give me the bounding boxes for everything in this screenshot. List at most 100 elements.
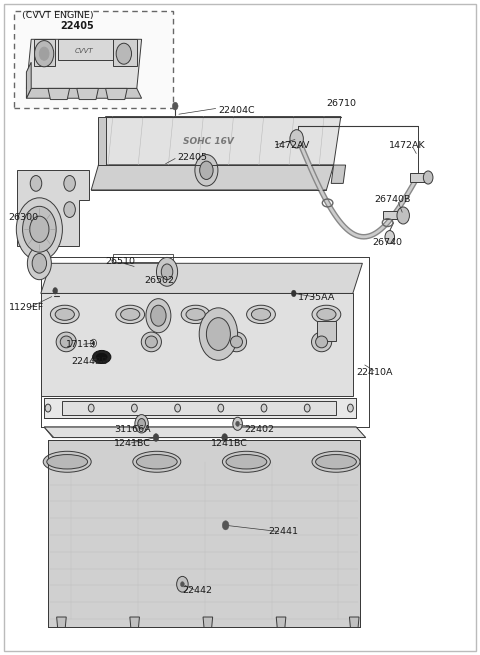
Polygon shape [106, 88, 127, 100]
Circle shape [138, 419, 145, 429]
Circle shape [423, 171, 433, 184]
Polygon shape [349, 617, 359, 627]
Circle shape [199, 308, 238, 360]
Ellipse shape [252, 309, 271, 320]
Ellipse shape [133, 451, 181, 472]
Circle shape [385, 231, 395, 244]
Circle shape [261, 404, 267, 412]
Circle shape [172, 102, 178, 110]
Ellipse shape [181, 305, 210, 324]
Polygon shape [41, 263, 362, 293]
Polygon shape [34, 39, 55, 66]
Ellipse shape [96, 353, 107, 360]
Circle shape [236, 421, 240, 426]
Ellipse shape [116, 305, 144, 324]
Circle shape [30, 216, 49, 242]
Ellipse shape [60, 336, 72, 348]
Ellipse shape [222, 451, 270, 472]
Circle shape [33, 202, 44, 217]
Circle shape [30, 176, 42, 191]
Circle shape [23, 206, 56, 252]
Polygon shape [48, 88, 70, 100]
Polygon shape [77, 88, 98, 100]
Circle shape [132, 404, 137, 412]
Circle shape [290, 130, 303, 148]
Circle shape [135, 415, 148, 433]
Text: 22410A: 22410A [356, 367, 393, 377]
Polygon shape [91, 165, 334, 190]
Circle shape [200, 161, 213, 179]
Text: 31166A: 31166A [114, 424, 151, 434]
Circle shape [53, 288, 58, 294]
Polygon shape [48, 440, 360, 627]
Circle shape [177, 576, 188, 592]
Circle shape [180, 582, 184, 587]
Polygon shape [26, 88, 142, 98]
Text: 1472AK: 1472AK [389, 141, 425, 150]
Text: 26510: 26510 [106, 257, 135, 267]
Circle shape [151, 305, 166, 326]
Text: 22402: 22402 [244, 424, 274, 434]
Polygon shape [26, 62, 31, 98]
Polygon shape [98, 117, 341, 165]
Circle shape [348, 404, 353, 412]
Polygon shape [62, 401, 336, 415]
Text: 26740B: 26740B [374, 195, 411, 204]
Polygon shape [44, 427, 366, 438]
Ellipse shape [145, 336, 157, 348]
Text: 1472AV: 1472AV [274, 141, 310, 150]
Circle shape [27, 247, 51, 280]
Circle shape [222, 521, 229, 530]
Ellipse shape [55, 309, 74, 320]
Polygon shape [276, 617, 286, 627]
Text: 1241BC: 1241BC [114, 439, 151, 448]
Polygon shape [130, 617, 139, 627]
Polygon shape [98, 117, 106, 165]
Circle shape [45, 404, 51, 412]
Ellipse shape [312, 332, 332, 352]
Text: 1735AA: 1735AA [298, 293, 335, 302]
Circle shape [92, 341, 95, 345]
Ellipse shape [56, 332, 76, 352]
Polygon shape [410, 173, 427, 182]
Polygon shape [17, 170, 89, 246]
Text: 22404C: 22404C [218, 105, 255, 115]
Polygon shape [113, 39, 137, 66]
Circle shape [218, 404, 224, 412]
Text: 22442: 22442 [182, 586, 212, 595]
Ellipse shape [93, 350, 111, 364]
Text: 22443B: 22443B [71, 357, 108, 366]
Ellipse shape [50, 305, 79, 324]
Text: 26502: 26502 [144, 276, 174, 285]
Text: 26740: 26740 [372, 238, 402, 247]
Circle shape [91, 339, 96, 347]
Circle shape [195, 155, 218, 186]
Circle shape [161, 264, 173, 280]
Circle shape [64, 202, 75, 217]
Polygon shape [331, 165, 346, 183]
Ellipse shape [226, 455, 267, 469]
FancyBboxPatch shape [14, 11, 173, 108]
Circle shape [291, 290, 296, 297]
Text: 22405: 22405 [178, 153, 207, 162]
Polygon shape [58, 39, 113, 60]
Text: 26300: 26300 [9, 213, 39, 222]
Polygon shape [41, 293, 353, 396]
Ellipse shape [186, 309, 205, 320]
Ellipse shape [230, 336, 242, 348]
Text: 26710: 26710 [326, 99, 356, 108]
Ellipse shape [312, 451, 360, 472]
Ellipse shape [141, 332, 161, 352]
Text: 1129EF: 1129EF [9, 303, 44, 312]
Ellipse shape [316, 336, 327, 348]
Text: SOHC 16V: SOHC 16V [183, 137, 234, 146]
Polygon shape [44, 398, 356, 418]
Ellipse shape [317, 309, 336, 320]
Ellipse shape [136, 455, 177, 469]
Polygon shape [57, 617, 66, 627]
Circle shape [222, 434, 228, 441]
Ellipse shape [47, 455, 88, 469]
Text: CVVT: CVVT [75, 48, 93, 54]
Ellipse shape [247, 305, 276, 324]
Circle shape [32, 253, 47, 273]
